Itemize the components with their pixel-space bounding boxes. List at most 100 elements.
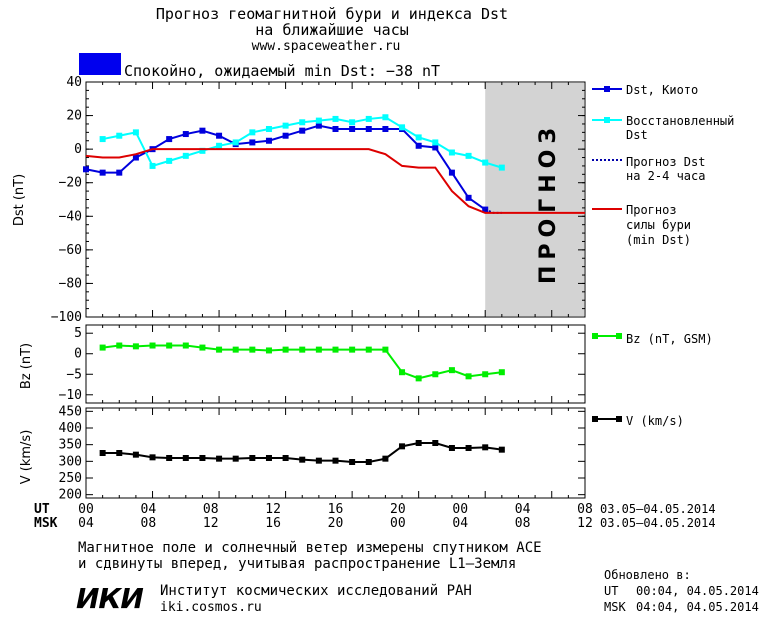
v-panel-ytick-label: 350 (59, 438, 82, 453)
updated-msk-label: MSK (604, 600, 626, 614)
v-panel-series-0-point (382, 455, 389, 462)
dst-panel-series-0-point (448, 169, 455, 176)
dst-panel-series-1-point (415, 134, 422, 141)
dst-panel-series-1-point (182, 152, 189, 159)
dst-panel-series-1-point (382, 114, 389, 121)
measurement-note-line1: Магнитное поле и солнечный ветер измерен… (78, 540, 542, 556)
dst-panel-series-1-point (166, 157, 173, 164)
dst-panel-series-1-point (498, 164, 505, 171)
dst-panel-series-1-point (482, 159, 489, 166)
bz-panel-ytick-label: −5 (66, 367, 82, 382)
bz-axis-label: Bz (nT) (19, 343, 34, 389)
dst-panel-series-1-point (199, 147, 206, 154)
bz-panel-series-0-point (149, 342, 156, 349)
dst-panel-series-1-point (282, 122, 289, 129)
bz-panel-series-0-point (482, 371, 489, 378)
msk-axis-label: MSK (34, 516, 58, 531)
ut-tick-label: 04 (141, 502, 157, 517)
dst-panel-ytick-label: 0 (74, 142, 82, 157)
dst-panel-ytick-label: −80 (59, 276, 82, 291)
dst-panel-ytick-label: 20 (66, 109, 82, 124)
dst-panel-series-0-point (315, 122, 322, 129)
updated-ut-value: 00:04, 04.05.2014 (636, 584, 759, 598)
ut-tick-label: 00 (452, 502, 468, 517)
dst-axis-label: Dst (nT) (12, 174, 27, 226)
v-panel-series-0-point (282, 455, 289, 461)
dst-panel-series-1-point (116, 132, 123, 139)
v-panel-ytick-label: 300 (59, 454, 82, 469)
updated-label: Обновлено в: (604, 568, 691, 582)
website-link[interactable]: www.spaceweather.ru (252, 39, 401, 54)
dst-panel-series-0-point (415, 142, 422, 149)
msk-tick-label: 16 (265, 516, 281, 531)
bz-panel-series-0-point (299, 346, 306, 353)
dst-panel-series-0-point (299, 127, 306, 134)
dst-panel-series-1-point (99, 136, 106, 143)
bz-panel-ytick-label: −10 (59, 388, 82, 403)
dst-panel-series-1-point (349, 119, 356, 126)
dst-panel-series-3-line (85, 148, 585, 214)
forecast-band-label: ПРОГНОЗ (536, 122, 561, 284)
dst-panel-series-1-point (365, 115, 372, 122)
dst-panel-series-1-point (448, 149, 455, 156)
dst-panel-ytick-label: −100 (51, 310, 82, 325)
legend-dst-kyoto: Dst, Киото (592, 83, 698, 97)
dst-panel-series-0-point (432, 144, 439, 151)
dst-panel-series-1-point (399, 124, 406, 131)
dst-panel-series-0-point (332, 126, 339, 132)
axis-ticks: 40200−20−40−60−80−10050−5−10450400350300… (51, 75, 593, 531)
dst-panel-series-0-point (99, 169, 106, 176)
dst-panel-series-0-point (249, 139, 256, 146)
v-axis-label: V (km/s) (19, 430, 34, 485)
legend-bz-label: Bz (nT, GSM) (626, 332, 713, 346)
msk-tick-label: 08 (515, 516, 531, 531)
bz-panel-series-0-point (332, 346, 339, 353)
ut-tick-label: 00 (78, 502, 94, 517)
v-panel-ytick-label: 450 (59, 404, 82, 419)
msk-tick-label: 12 (577, 516, 593, 531)
dst-panel-series-0-point (166, 136, 173, 143)
msk-tick-label: 04 (78, 516, 94, 531)
dst-panel-series-0-point (116, 169, 123, 176)
v-panel-series-0-point (315, 457, 322, 464)
dst-panel-series-1-point (216, 142, 223, 149)
institute-site[interactable]: iki.cosmos.ru (160, 600, 262, 615)
bz-panel-series-0-point (349, 346, 356, 353)
data-series (83, 114, 585, 465)
dst-panel-series-0-point (282, 132, 289, 139)
dst-panel-series-1-point (332, 115, 339, 122)
legend-dst-forecast-line1: Прогноз Dst (626, 155, 705, 169)
dst-panel-series-1-point (299, 119, 306, 126)
dst-panel-ytick-label: −60 (59, 243, 82, 258)
dst-panel-series-0-point (465, 194, 472, 201)
dst-panel-series-0-point (132, 154, 139, 161)
v-panel-series-0-point (332, 457, 339, 464)
legend-dst-kyoto-label: Dst, Киото (626, 83, 698, 97)
bz-panel-frame (85, 324, 586, 404)
legend-storm-forecast-line2: силы бури (626, 218, 691, 232)
msk-tick-label: 12 (203, 516, 219, 531)
v-panel-series-0-point (166, 455, 173, 461)
dst-panel-series-1-point (315, 117, 322, 124)
legend-bz: Bz (nT, GSM) (592, 332, 713, 346)
status-color-swatch (79, 53, 121, 75)
legend-storm-forecast-line1: Прогноз (626, 203, 677, 217)
msk-tick-label: 00 (390, 516, 406, 531)
bz-panel-series-0-point (99, 344, 106, 351)
v-panel-series-0-point (299, 456, 306, 463)
dst-panel-series-1-point (249, 129, 256, 136)
updated-msk-value: 04:04, 04.05.2014 (636, 600, 759, 614)
dst-panel-series-0-point (199, 127, 206, 134)
ut-tick-label: 08 (203, 502, 219, 517)
v-panel-series-0-point (232, 455, 239, 462)
page-title-line1: Прогноз геомагнитной бури и индекса Dst (156, 5, 508, 23)
v-panel-series-0-point (116, 450, 123, 456)
v-panel-series-0-point (216, 455, 223, 462)
v-panel-series-0-point (249, 455, 256, 461)
dst-panel-series-1-point (149, 162, 156, 169)
legend-storm-forecast-line3: (min Dst) (626, 233, 691, 247)
v-panel-series-0-point (399, 443, 406, 450)
ut-date-range: 03.05–04.05.2014 (600, 502, 716, 516)
bz-panel-series-0-point (199, 344, 206, 351)
legend-restored-dst: Восстановленный Dst (592, 114, 734, 142)
